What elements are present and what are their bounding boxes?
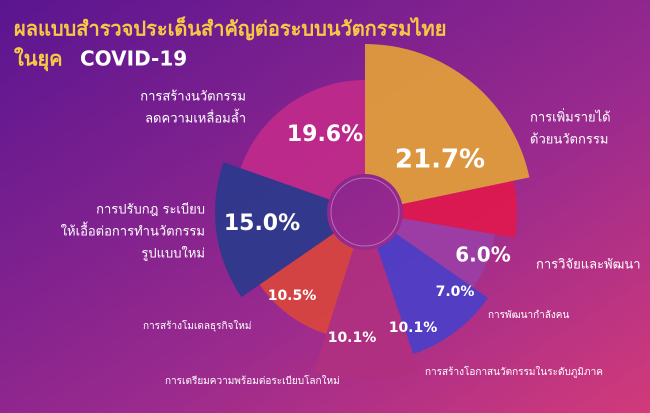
category-label: ด้วยนวัตกรรม: [530, 133, 608, 148]
data-label: 7.0%: [436, 284, 475, 300]
category-label: การสร้างโมเดลธุรกิจใหม่: [143, 319, 251, 332]
pie-slice: [240, 80, 365, 200]
data-label: 10.5%: [268, 288, 317, 304]
category-label: การปรับกฎ ระเบียบ: [96, 202, 205, 218]
pie-slice: [365, 44, 530, 205]
data-label: 21.7%: [395, 145, 485, 175]
category-label: การพัฒนากำลังคน: [488, 310, 569, 321]
category-label: การวิจัยและพัฒนา: [536, 258, 641, 273]
donut-hole: [330, 177, 400, 247]
category-label: การเพิ่มรายได้: [530, 109, 611, 126]
data-label: 15.0%: [224, 211, 300, 236]
pie-slice: [259, 233, 354, 334]
data-label: 6.0%: [455, 243, 510, 267]
category-label: การเตรียมความพร้อมต่อระเบียบโลกใหม่: [165, 374, 340, 387]
pie-slice: [314, 247, 419, 380]
category-label: การสร้างนวัตกรรม: [140, 90, 246, 105]
category-label: การสร้างโอกาสนวัตกรรมในระดับภูมิภาค: [425, 365, 603, 378]
chart-title: COVID-19: [80, 47, 187, 71]
chart-title: ในยุค: [14, 47, 63, 72]
data-label: 10.1%: [389, 320, 438, 336]
pie-slice: [396, 218, 496, 288]
category-label: ลดความเหลื่อมล้ำ: [145, 109, 246, 127]
chart-title: ผลแบบสำรวจประเด็นสำคัญต่อระบบนวัตกรรมไทย: [14, 16, 446, 41]
pie-slice: [402, 180, 517, 238]
category-label: ให้เอื้อต่อการทำนวัตกรรม: [61, 222, 205, 240]
pie-slice: [214, 162, 334, 298]
category-label: รูปแบบใหม่: [141, 246, 205, 262]
data-label: 10.1%: [328, 330, 377, 346]
pie-slice: [377, 233, 488, 355]
data-label: 19.6%: [287, 122, 363, 147]
